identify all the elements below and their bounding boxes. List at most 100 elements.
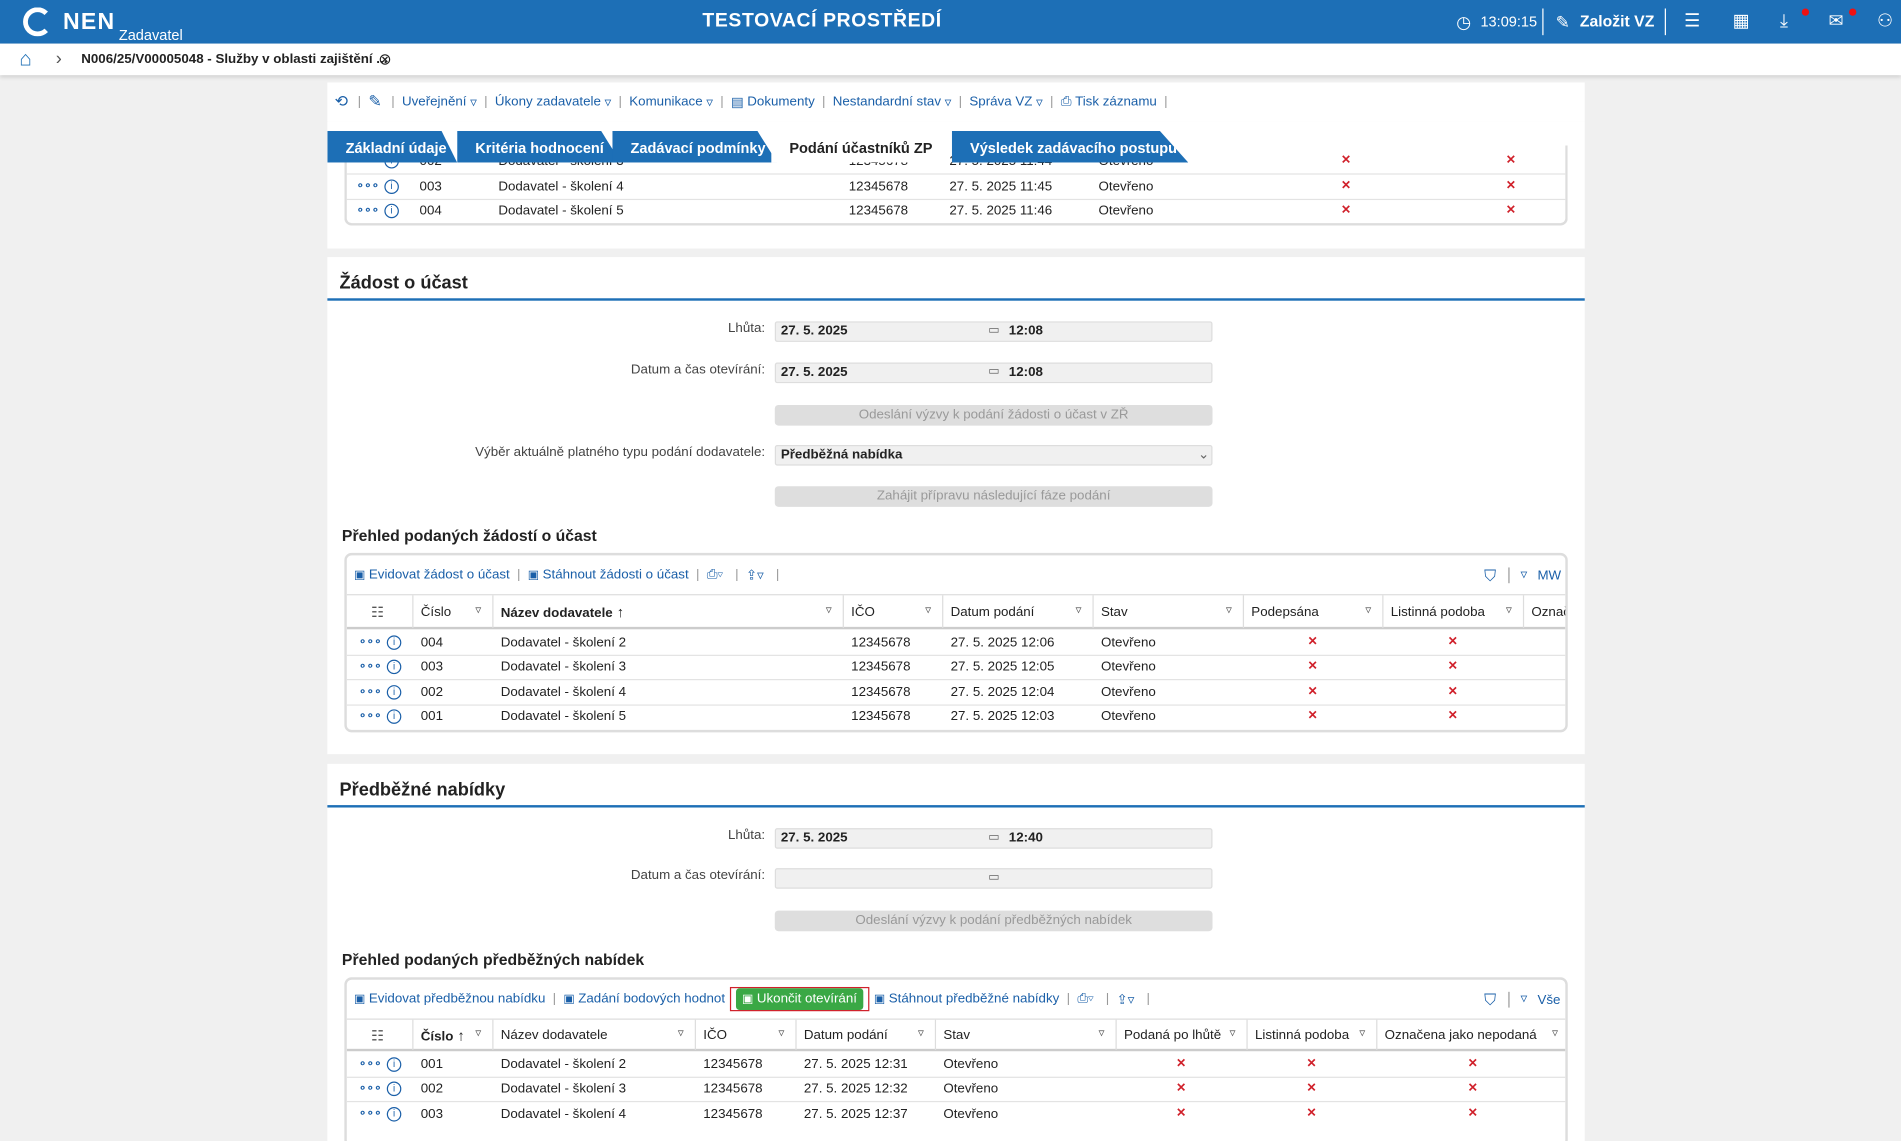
action-button[interactable]: ▣ Ukončit otevírání <box>735 988 864 1011</box>
column-filter[interactable]: ▿ <box>778 1026 785 1040</box>
column-header[interactable]: IČO <box>703 1027 727 1043</box>
datetime-input[interactable]: ▭ <box>774 868 1213 889</box>
right-action[interactable]: Vše <box>1537 993 1561 1008</box>
column-header[interactable]: Název dodavatele ↑ <box>500 603 625 621</box>
row-menu[interactable]: ∘∘∘ <box>358 1056 382 1071</box>
cell: Otevřeno <box>1100 659 1156 675</box>
column-header[interactable]: Číslo <box>420 604 452 619</box>
row-info[interactable]: i <box>384 178 399 194</box>
column-filter[interactable]: ▿ <box>825 603 832 617</box>
row-menu[interactable]: ∘∘∘ <box>358 1106 382 1120</box>
row-info[interactable]: i <box>386 659 402 675</box>
user-icon[interactable]: ⚇ <box>1876 10 1894 32</box>
column-filter[interactable]: ▿ <box>1505 603 1513 617</box>
datetime-input[interactable]: 27. 5. 2025 ▭ 12:08 <box>774 321 1213 342</box>
column-header[interactable]: Číslo ↑ <box>420 1026 465 1044</box>
close-icon: ⊗ <box>378 49 392 68</box>
filter-icon[interactable]: ⛉ <box>1484 990 1496 1009</box>
row-menu[interactable]: ∘∘∘ <box>358 659 382 674</box>
cell: 001 <box>420 709 443 725</box>
action-button[interactable]: ▣ Stáhnout žádosti o účast <box>528 567 689 582</box>
action-button[interactable]: ▣ Evidovat předběžnou nabídku <box>354 992 545 1007</box>
column-header[interactable]: Označ <box>1531 604 1568 619</box>
tab[interactable]: Zadávací podmínky <box>612 130 778 163</box>
row-info[interactable]: i <box>384 203 399 219</box>
column-header[interactable]: Označena jako nepodaná <box>1384 1027 1537 1043</box>
column-filter[interactable]: ▿ <box>1359 1026 1366 1040</box>
column-header[interactable]: Název dodavatele <box>500 1027 608 1043</box>
column-filter[interactable]: ▿ <box>475 1026 482 1040</box>
column-filter[interactable]: ▿ <box>925 603 932 617</box>
row-menu[interactable]: ∘∘∘ <box>358 684 382 699</box>
row-info[interactable]: i <box>386 1056 402 1072</box>
tab[interactable]: Kritéria hodnocení <box>457 130 621 163</box>
row-info[interactable]: i <box>386 684 402 700</box>
toolbar-item[interactable]: Dokumenty <box>747 94 815 110</box>
column-header[interactable]: Stav <box>1100 604 1128 619</box>
action-button[interactable]: ▣ Zadání bodových hodnot <box>563 992 725 1007</box>
section-title: Žádost o účast <box>339 272 468 294</box>
column-filter[interactable]: ▿ <box>1225 603 1232 617</box>
action-icon: ▣ <box>354 568 369 582</box>
column-filter[interactable]: ▿ <box>1552 1026 1559 1040</box>
datetime-input[interactable]: 27. 5. 2025 ▭ 12:40 <box>774 828 1213 849</box>
toolbar-item[interactable]: Úkony zadavatele <box>494 94 601 110</box>
disabled-button[interactable]: Odeslání výzvy k podání žádosti o účast … <box>774 404 1213 426</box>
menu-icon[interactable]: ☰ <box>1684 10 1701 32</box>
column-filter[interactable]: ▿ <box>1075 603 1082 617</box>
time-value: 12:08 <box>1008 323 1043 339</box>
row-info[interactable]: i <box>386 1106 402 1122</box>
filter-icon[interactable]: ⛉ <box>1484 566 1496 585</box>
row-menu[interactable]: ∘∘∘ <box>356 178 380 193</box>
column-filter[interactable]: ▿ <box>917 1026 924 1040</box>
select[interactable]: Předběžná nabídka ⌄ <box>774 444 1213 466</box>
cell: 12345678 <box>851 634 911 650</box>
column-settings[interactable]: ☷ <box>371 1026 385 1044</box>
toolbar-item[interactable]: Uveřejnění <box>401 94 467 110</box>
toolbar-item[interactable]: Správa VZ <box>969 94 1033 110</box>
column-header[interactable]: Listinná podoba <box>1390 604 1485 619</box>
document-icon: ▤ <box>731 95 744 110</box>
row-menu[interactable]: ∘∘∘ <box>358 1081 382 1096</box>
right-action[interactable]: MW <box>1537 568 1562 584</box>
disabled-button[interactable]: Odeslání výzvy k podání předběžných nabí… <box>774 910 1213 932</box>
toolbar-item[interactable]: Komunikace <box>629 94 703 110</box>
row-info[interactable]: i <box>386 634 402 650</box>
column-header[interactable]: IČO <box>851 604 875 619</box>
row-menu[interactable]: ∘∘∘ <box>358 709 382 724</box>
tab[interactable]: Podání účastníků ZP <box>771 130 952 163</box>
row-menu[interactable]: ∘∘∘ <box>356 203 380 218</box>
column-filter[interactable]: ▿ <box>475 603 482 617</box>
action-label: Ukončit otevírání <box>756 991 857 1007</box>
column-header[interactable]: Podepsána <box>1251 604 1319 619</box>
row-info[interactable]: i <box>386 1081 402 1097</box>
column-header[interactable]: Listinná podoba <box>1254 1027 1350 1043</box>
datetime-input[interactable]: 27. 5. 2025 ▭ 12:08 <box>774 362 1213 384</box>
tab[interactable]: Základní údaje <box>327 130 458 163</box>
calendar-icon[interactable]: ▦ <box>1732 10 1750 32</box>
column-settings[interactable]: ☷ <box>371 603 385 621</box>
action-button[interactable]: ▣ Stáhnout předběžné nabídky <box>874 992 1059 1007</box>
cross-icon: ✕ <box>1306 1106 1317 1120</box>
disabled-button[interactable]: Zahájit přípravu následující fáze podání <box>774 486 1213 507</box>
column-filter[interactable]: ▿ <box>1098 1026 1105 1040</box>
column-filter[interactable]: ▿ <box>677 1026 684 1040</box>
toolbar-item[interactable]: Tisk záznamu <box>1075 94 1157 110</box>
column-header[interactable]: Stav <box>943 1027 971 1043</box>
column-filter[interactable]: ▿ <box>1365 603 1372 617</box>
action-button[interactable]: ▣ Evidovat žádost o účast <box>354 567 510 582</box>
toolbar-item[interactable]: Nestandardní stav <box>832 94 942 110</box>
column-header[interactable]: Podaná po lhůtě <box>1123 1027 1222 1043</box>
table-frame <box>344 145 1568 226</box>
column-header[interactable]: Datum podání <box>803 1027 888 1043</box>
row-menu[interactable]: ∘∘∘ <box>358 634 382 649</box>
column-filter[interactable]: ▿ <box>1229 1026 1236 1040</box>
create-button[interactable]: Založit VZ <box>1579 12 1655 31</box>
tab[interactable]: Výsledek zadávacího postupu <box>951 130 1189 163</box>
download-icon[interactable]: ⤓ <box>1779 10 1789 32</box>
print-icon: ⎙ <box>1060 93 1072 109</box>
row-info[interactable]: i <box>386 709 402 725</box>
mail-icon[interactable]: ✉ <box>1828 10 1844 32</box>
column-header[interactable]: Datum podání <box>950 604 1035 619</box>
field-label: Lhůta: <box>727 828 766 843</box>
